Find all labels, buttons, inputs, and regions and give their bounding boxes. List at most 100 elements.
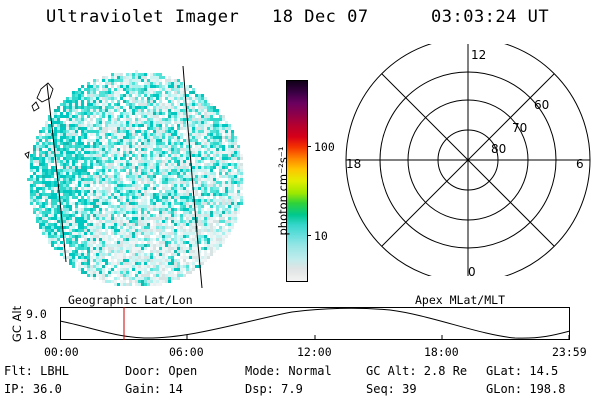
image-pixel <box>162 184 165 187</box>
image-pixel <box>204 124 207 127</box>
image-pixel <box>129 136 132 139</box>
image-pixel <box>120 271 123 274</box>
image-pixel <box>126 217 129 220</box>
image-pixel <box>219 211 222 214</box>
image-pixel <box>183 241 186 244</box>
image-pixel <box>132 259 135 262</box>
image-pixel <box>84 88 87 91</box>
image-pixel <box>48 214 51 217</box>
image-pixel <box>180 271 183 274</box>
image-pixel <box>180 223 183 226</box>
image-pixel <box>141 118 144 121</box>
image-pixel <box>168 148 171 151</box>
image-pixel <box>105 94 108 97</box>
image-pixel <box>171 154 174 157</box>
image-pixel <box>144 253 147 256</box>
image-pixel <box>174 274 177 277</box>
image-pixel <box>81 157 84 160</box>
status-mode: Mode: Normal <box>245 364 332 378</box>
image-pixel <box>213 193 216 196</box>
image-pixel <box>201 175 204 178</box>
image-pixel <box>93 100 96 103</box>
image-pixel <box>63 256 66 259</box>
image-pixel <box>201 166 204 169</box>
image-pixel <box>90 241 93 244</box>
image-pixel <box>171 151 174 154</box>
image-pixel <box>51 118 54 121</box>
image-pixel <box>171 244 174 247</box>
image-pixel <box>42 190 45 193</box>
image-pixel <box>51 142 54 145</box>
mlt-label-0: 0 <box>468 265 476 276</box>
image-pixel <box>99 145 102 148</box>
image-pixel <box>213 214 216 217</box>
image-pixel <box>33 199 36 202</box>
image-pixel <box>183 184 186 187</box>
image-pixel <box>111 151 114 154</box>
image-pixel <box>204 226 207 229</box>
image-pixel <box>147 277 150 280</box>
image-pixel <box>177 238 180 241</box>
image-pixel <box>117 211 120 214</box>
image-pixel <box>180 193 183 196</box>
image-pixel <box>168 190 171 193</box>
image-pixel <box>174 229 177 232</box>
image-pixel <box>60 181 63 184</box>
image-pixel <box>132 208 135 211</box>
image-pixel <box>156 157 159 160</box>
image-pixel <box>111 205 114 208</box>
image-pixel <box>66 142 69 145</box>
image-pixel <box>54 109 57 112</box>
mlat-label-70: 70 <box>512 121 527 135</box>
image-pixel <box>105 124 108 127</box>
image-pixel <box>108 199 111 202</box>
image-pixel <box>231 190 234 193</box>
image-pixel <box>171 124 174 127</box>
image-pixel <box>141 76 144 79</box>
image-pixel <box>51 244 54 247</box>
image-pixel <box>177 214 180 217</box>
image-pixel <box>114 190 117 193</box>
image-pixel <box>81 175 84 178</box>
image-pixel <box>42 160 45 163</box>
image-pixel <box>78 199 81 202</box>
image-pixel <box>171 106 174 109</box>
image-pixel <box>51 223 54 226</box>
image-pixel <box>63 175 66 178</box>
image-pixel <box>123 136 126 139</box>
image-pixel <box>192 121 195 124</box>
image-pixel <box>216 235 219 238</box>
image-pixel <box>135 217 138 220</box>
image-pixel <box>75 163 78 166</box>
image-pixel <box>81 235 84 238</box>
image-pixel <box>132 256 135 259</box>
image-pixel <box>177 277 180 280</box>
image-pixel <box>213 106 216 109</box>
image-pixel <box>231 187 234 190</box>
image-pixel <box>171 187 174 190</box>
image-pixel <box>78 157 81 160</box>
image-pixel <box>102 172 105 175</box>
image-pixel <box>93 256 96 259</box>
image-pixel <box>96 85 99 88</box>
image-pixel <box>45 160 48 163</box>
image-pixel <box>48 115 51 118</box>
image-pixel <box>189 229 192 232</box>
image-pixel <box>60 199 63 202</box>
image-pixel <box>96 103 99 106</box>
image-pixel <box>96 211 99 214</box>
image-pixel <box>57 247 60 250</box>
image-pixel <box>195 136 198 139</box>
image-pixel <box>102 196 105 199</box>
image-pixel <box>54 133 57 136</box>
image-pixel <box>81 265 84 268</box>
image-pixel <box>66 112 69 115</box>
image-pixel <box>129 178 132 181</box>
image-pixel <box>177 91 180 94</box>
image-pixel <box>165 217 168 220</box>
image-pixel <box>96 232 99 235</box>
image-pixel <box>156 145 159 148</box>
image-pixel <box>186 157 189 160</box>
image-pixel <box>129 244 132 247</box>
image-pixel <box>60 229 63 232</box>
